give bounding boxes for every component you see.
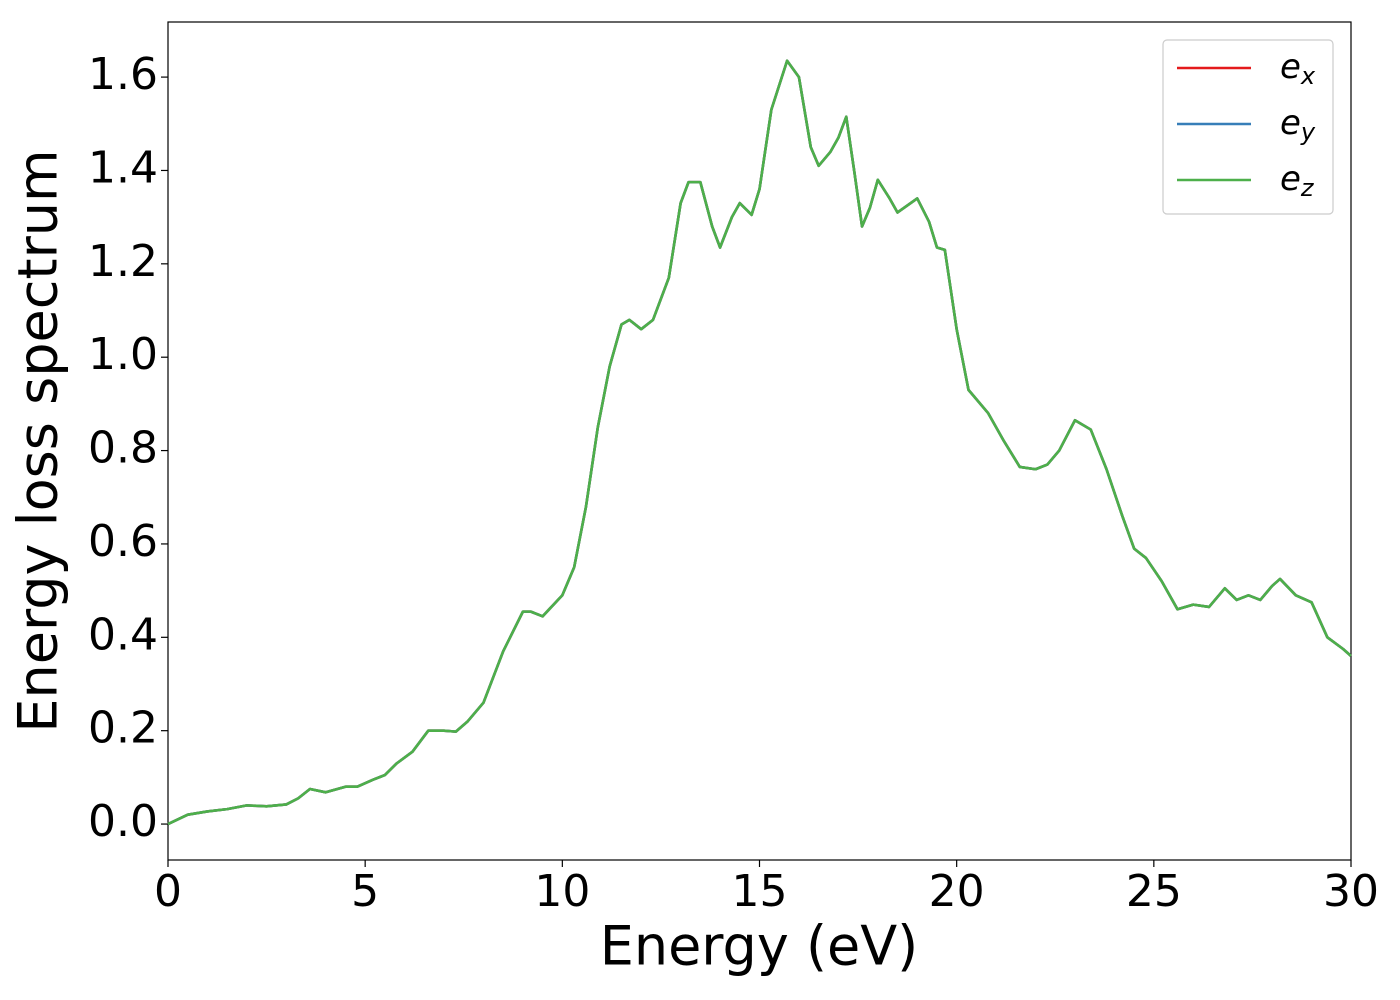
legend-label: ez bbox=[1280, 159, 1315, 203]
x-tick-label: 10 bbox=[534, 866, 590, 917]
legend-label: ex bbox=[1280, 47, 1316, 91]
series-line bbox=[167, 59, 1352, 826]
y-axis-label: Energy loss spectrum bbox=[7, 149, 70, 732]
x-tick-label: 25 bbox=[1126, 866, 1182, 917]
y-tick-label: 0.8 bbox=[88, 423, 158, 474]
legend-label: ey bbox=[1280, 103, 1316, 147]
legend-box bbox=[1162, 39, 1334, 215]
x-axis-label: Energy (eV) bbox=[600, 915, 919, 978]
x-tick-label: 30 bbox=[1323, 866, 1379, 917]
y-tick-label: 1.0 bbox=[88, 329, 158, 380]
x-tick-label: 5 bbox=[351, 866, 379, 917]
y-tick-label: 1.6 bbox=[88, 49, 158, 100]
y-tick-label: 1.2 bbox=[88, 236, 158, 287]
y-tick-label: 0.4 bbox=[88, 609, 158, 660]
x-tick-label: 15 bbox=[732, 866, 788, 917]
y-tick-label: 0.0 bbox=[88, 796, 158, 847]
y-tick-label: 1.4 bbox=[88, 142, 158, 193]
x-tick-label: 20 bbox=[929, 866, 985, 917]
x-tick-label: 0 bbox=[154, 866, 182, 917]
y-tick-label: 0.6 bbox=[88, 516, 158, 567]
y-tick-label: 0.2 bbox=[88, 703, 158, 754]
